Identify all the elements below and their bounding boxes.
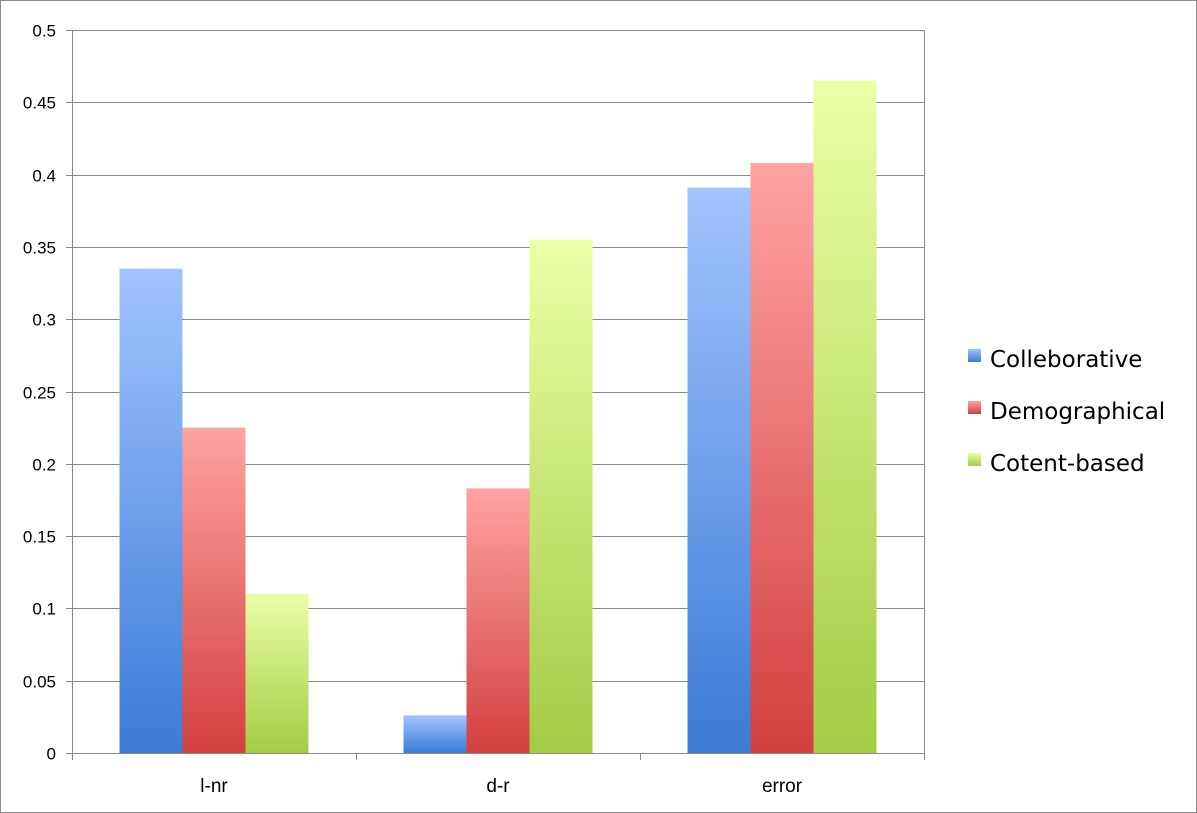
y-tick-label: 0.5	[32, 22, 56, 41]
y-tick-label: 0.2	[32, 456, 56, 475]
bar-colleborative-d-r	[403, 715, 467, 753]
y-tick-label: 0	[47, 745, 56, 764]
bar-colleborative-l-nr	[119, 268, 183, 753]
legend-swatch	[968, 349, 981, 362]
bar-demographical-error	[750, 163, 814, 754]
axes	[66, 30, 925, 760]
bar-colleborative-error	[687, 187, 751, 753]
legend-label: Demographical	[990, 399, 1165, 425]
x-tick-labels: l-nr d-r error	[200, 776, 802, 797]
bar-cotent-based-d-r	[529, 239, 593, 754]
y-tick-label: 0.15	[23, 528, 56, 547]
x-tick-label: l-nr	[200, 776, 228, 797]
legend-label: Colleborative	[990, 347, 1142, 373]
legend-label: Cotent-based	[990, 451, 1145, 477]
bar-cotent-based-l-nr	[245, 593, 309, 753]
legend-swatch	[968, 453, 981, 466]
bar-demographical-l-nr	[182, 427, 246, 753]
x-tick-label: d-r	[486, 776, 510, 797]
legend: Colleborative Demographical Cotent-based	[968, 347, 1165, 477]
y-tick-label: 0.25	[23, 384, 56, 403]
bar-demographical-d-r	[466, 488, 530, 753]
x-tick-label: error	[762, 776, 803, 797]
legend-swatch	[968, 401, 981, 414]
bars	[119, 80, 877, 754]
y-tick-label: 0.05	[23, 673, 56, 692]
y-tick-label: 0.4	[32, 167, 56, 186]
y-tick-label: 0.1	[32, 600, 56, 619]
bar-cotent-based-error	[813, 80, 877, 754]
y-tick-label: 0.3	[32, 311, 56, 330]
y-tick-label: 0.35	[23, 239, 56, 258]
y-tick-label: 0.45	[23, 94, 56, 113]
y-tick-labels: 0 0.05 0.1 0.15 0.2 0.25 0.3 0.35 0.4 0.45 0.5	[23, 22, 56, 764]
